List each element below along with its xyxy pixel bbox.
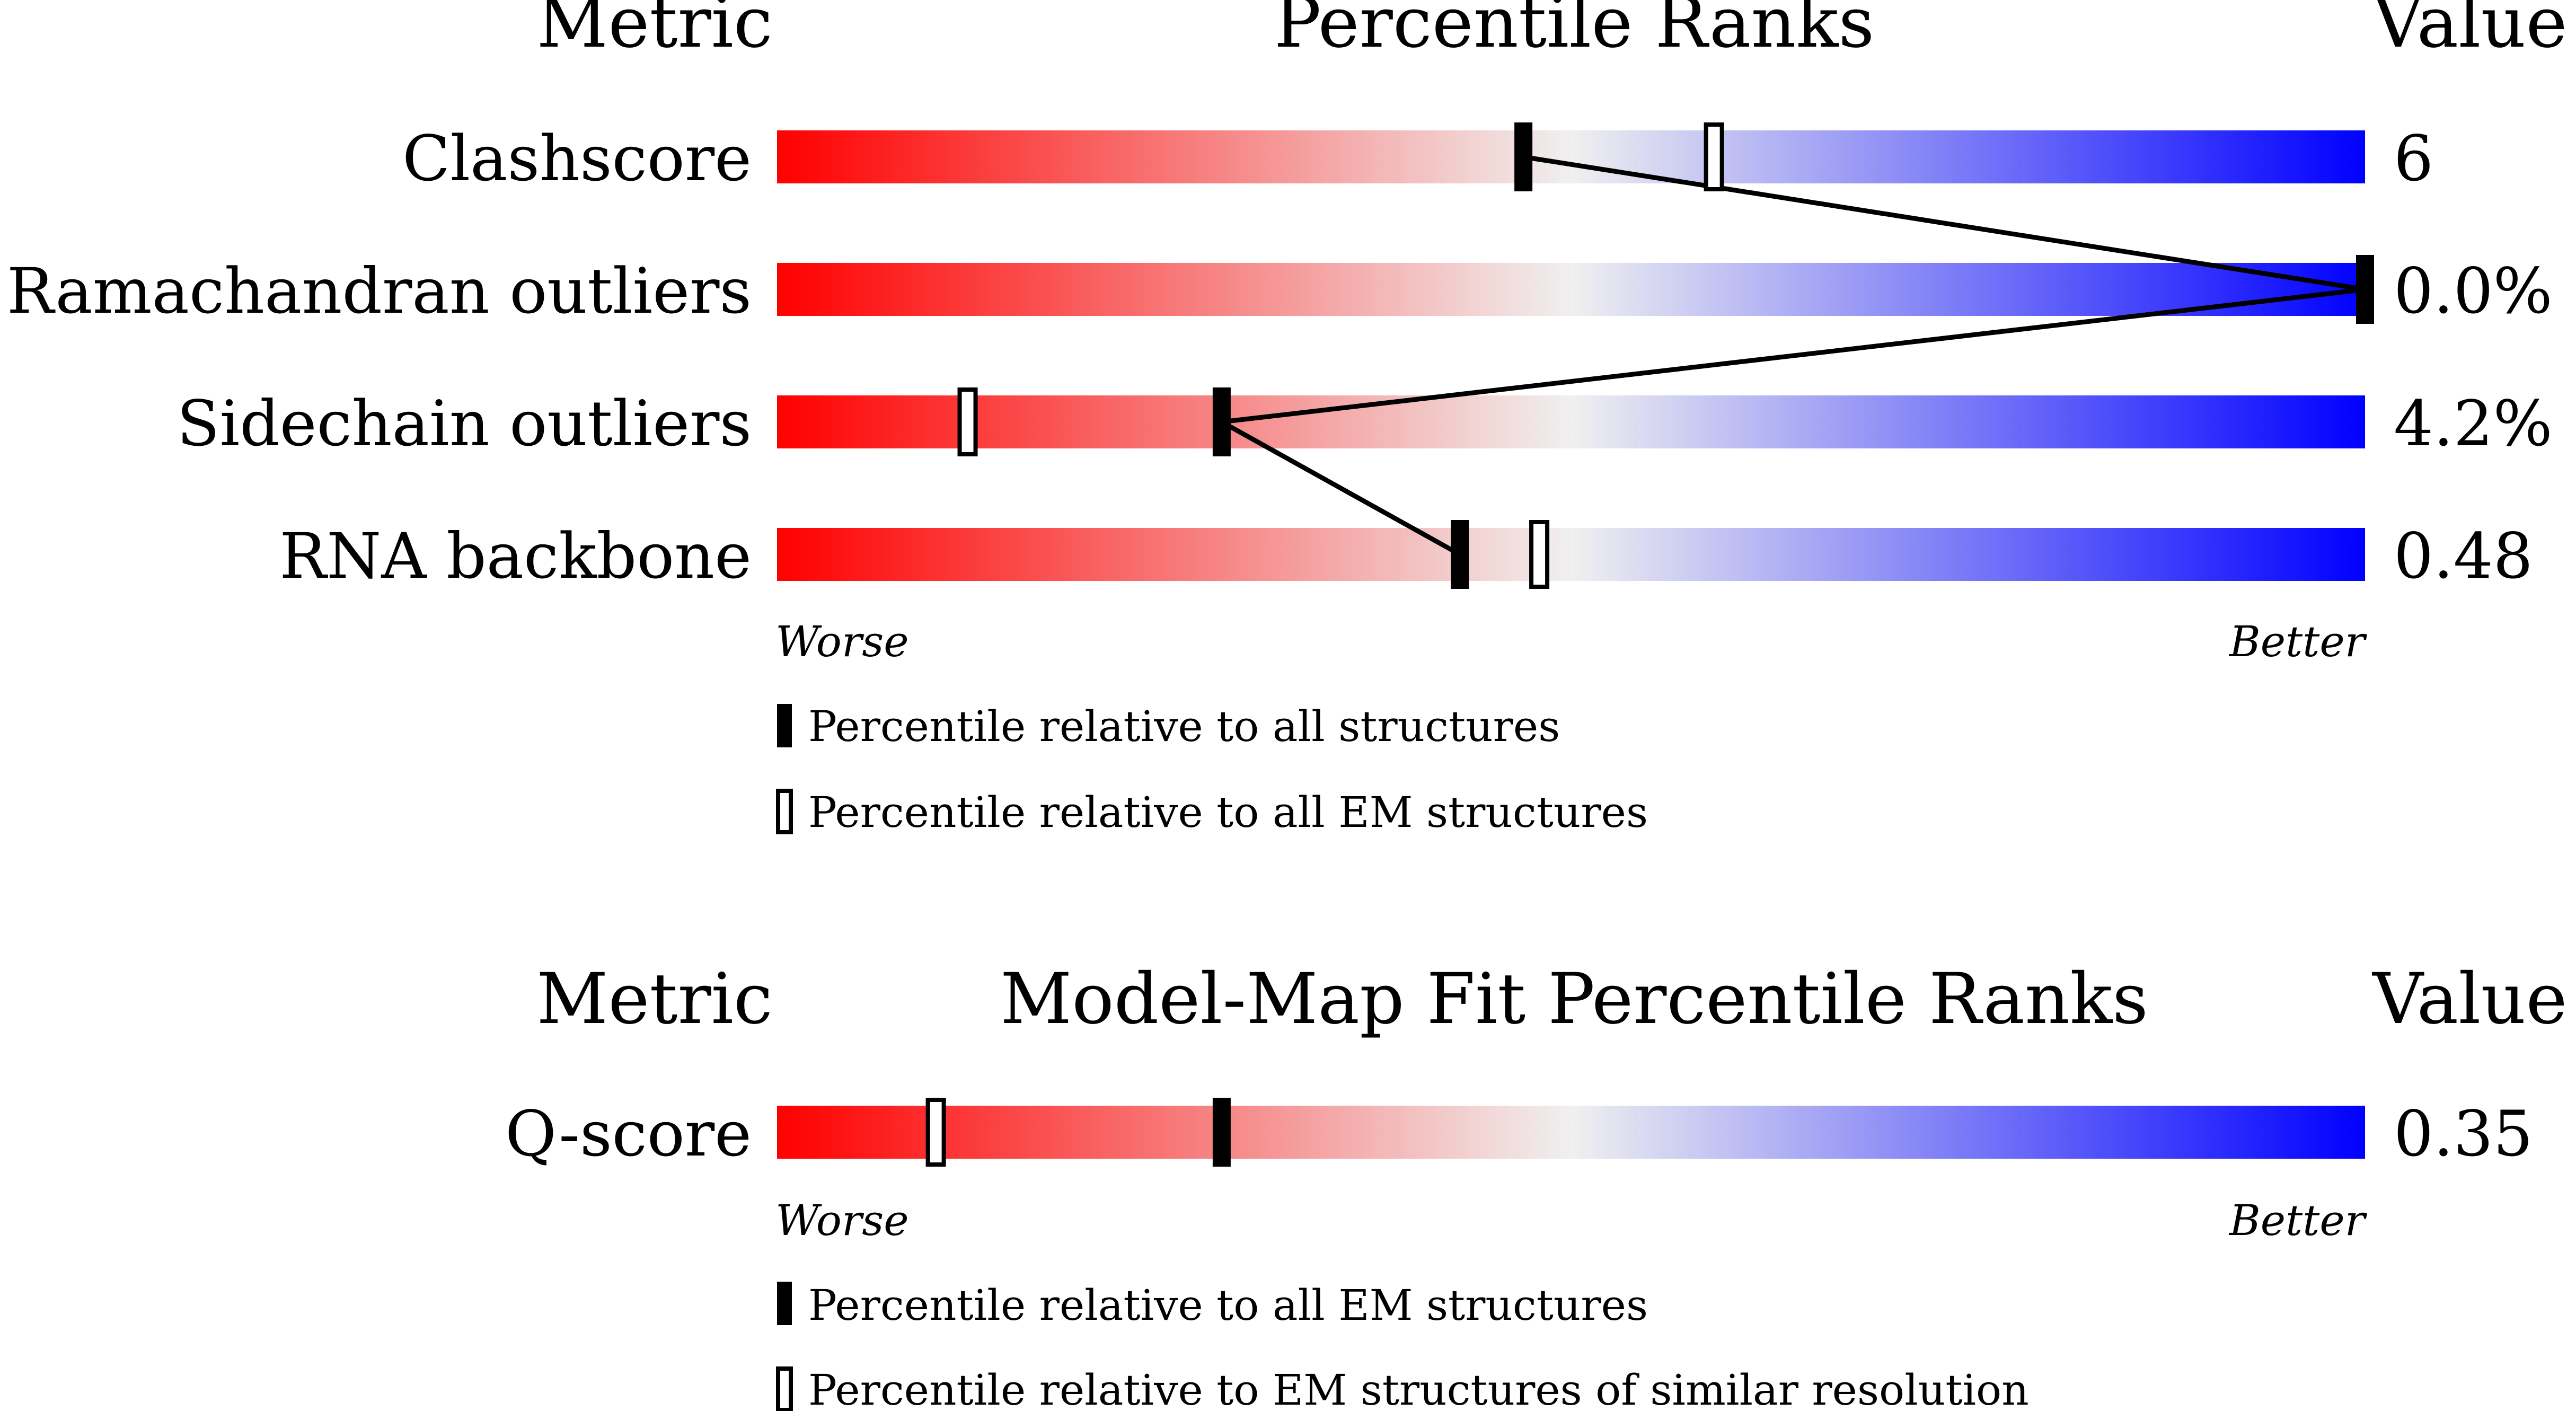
metric-label: Clashscore	[402, 122, 752, 195]
legend-filled-marker	[777, 704, 792, 747]
metric-value: 4.2%	[2394, 387, 2553, 460]
percentile-bar	[777, 263, 2365, 316]
metric-label: Ramachandran outliers	[7, 254, 752, 328]
metric-header: Metric	[536, 958, 773, 1040]
legend-hollow-marker	[776, 789, 793, 834]
percentile-marker-filled	[1514, 122, 1533, 191]
percentile-bar	[777, 528, 2365, 581]
legend-hollow-marker	[776, 1366, 793, 1411]
metric-value: 0.0%	[2394, 254, 2553, 328]
percentile-marker-hollow	[1704, 122, 1724, 191]
legend-label: Percentile relative to EM structures of …	[808, 1365, 2029, 1411]
axis-label-better: Better	[2228, 1196, 2368, 1245]
chart-title: Model-Map Fit Percentile Ranks	[1000, 958, 2148, 1040]
metric-header: Metric	[536, 0, 773, 64]
percentile-marker-hollow	[1529, 520, 1550, 589]
percentile-bar	[777, 130, 2365, 183]
legend-label: Percentile relative to all EM structures	[808, 1281, 1648, 1330]
connector-line	[1214, 154, 2366, 557]
metric-value: 0.48	[2394, 519, 2533, 593]
percentile-marker-filled	[2356, 255, 2374, 324]
percentile-marker-filled	[1212, 387, 1231, 456]
percentile-bar	[777, 395, 2365, 448]
axis-label-worse: Worse	[775, 1196, 909, 1245]
percentile-marker-hollow	[925, 1098, 946, 1167]
percentile-marker-filled	[1451, 520, 1469, 589]
metric-label: Q-score	[505, 1097, 752, 1170]
value-header: Value	[2371, 0, 2567, 64]
axis-label-worse: Worse	[775, 617, 909, 666]
metric-label: RNA backbone	[279, 519, 752, 593]
percentile-bar	[777, 1106, 2365, 1159]
percentile-marker-filled	[1212, 1098, 1231, 1167]
legend-label: Percentile relative to all EM structures	[808, 788, 1648, 837]
chart-title: Percentile Ranks	[1274, 0, 1875, 64]
metric-value: 0.35	[2394, 1097, 2533, 1170]
percentile-marker-hollow	[957, 387, 978, 456]
value-header: Value	[2371, 958, 2567, 1040]
metric-value: 6	[2394, 122, 2433, 195]
legend-filled-marker	[777, 1282, 792, 1325]
axis-label-better: Better	[2228, 617, 2368, 666]
metric-label: Sidechain outliers	[177, 387, 752, 460]
legend-label: Percentile relative to all structures	[808, 702, 1560, 751]
